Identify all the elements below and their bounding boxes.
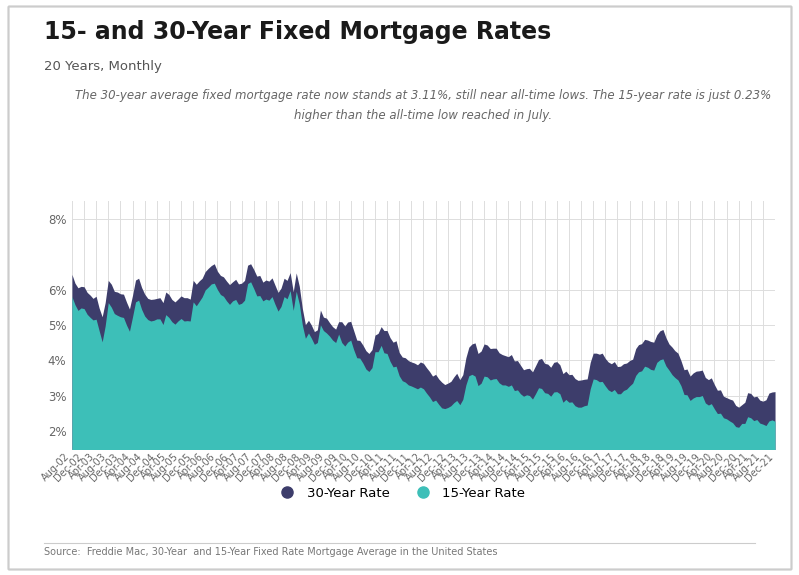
Text: 20 Years, Monthly: 20 Years, Monthly	[44, 60, 162, 74]
Text: The 30-year average fixed mortgage rate now stands at 3.11%, still near all-time: The 30-year average fixed mortgage rate …	[75, 89, 772, 102]
Legend: 30-Year Rate, 15-Year Rate: 30-Year Rate, 15-Year Rate	[268, 482, 531, 505]
Text: Source:  Freddie Mac, 30-Year  and 15-Year Fixed Rate Mortgage Average in the Un: Source: Freddie Mac, 30-Year and 15-Year…	[44, 547, 498, 557]
Text: 15- and 30-Year Fixed Mortgage Rates: 15- and 30-Year Fixed Mortgage Rates	[44, 20, 551, 44]
Text: higher than the all-time low reached in July.: higher than the all-time low reached in …	[294, 109, 553, 122]
